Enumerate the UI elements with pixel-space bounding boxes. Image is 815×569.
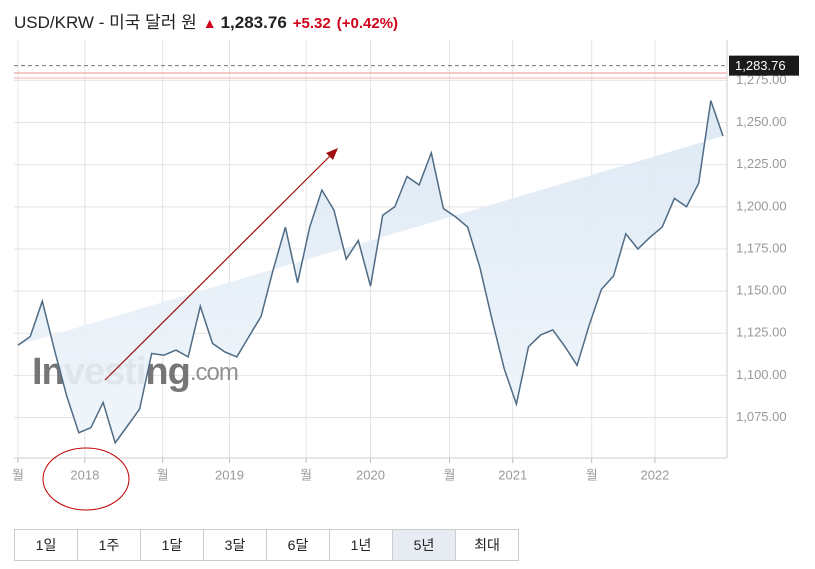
- range-button[interactable]: 최대: [456, 530, 518, 560]
- x-tick-label: 2018: [70, 467, 99, 482]
- annotation-arrowhead: [326, 148, 338, 160]
- range-buttons: 1일 1주 1달 3달 6달 1년 5년 최대: [14, 529, 519, 561]
- y-tick-label: 1,175.00: [736, 240, 787, 255]
- x-tick-label: 월: [157, 467, 169, 482]
- last-price-box: [729, 55, 799, 76]
- x-tick-label: 월: [300, 467, 312, 482]
- x-tick-label: 2020: [356, 467, 385, 482]
- range-button[interactable]: 1주: [78, 530, 141, 560]
- change: +5.32: [292, 15, 331, 32]
- range-button[interactable]: 5년: [393, 530, 456, 560]
- x-tick-label: 2019: [215, 467, 244, 482]
- annotation-arrow: [104, 151, 335, 381]
- up-arrow: ▲: [202, 15, 217, 31]
- range-button[interactable]: 1일: [15, 530, 78, 560]
- range-button[interactable]: 1년: [330, 530, 393, 560]
- line: [17, 100, 724, 445]
- chart: 1,075.00 1,100.00 1,125.00 1,150.00 1,175.00…: [12, 40, 799, 511]
- y-tick-label: 1,150.00: [736, 283, 787, 298]
- area: [18, 100, 723, 443]
- price: 1,283.76: [220, 13, 287, 32]
- x-tick-label: 2022: [640, 467, 669, 482]
- title: USD/KRW - 미국 달러 원: [14, 13, 197, 32]
- annotation-circle: [42, 447, 130, 511]
- header: USD/KRW - 미국 달러 원 ▲ 1,283.76 +5.32 (+0.42%): [14, 8, 398, 33]
- y-tick-label: 1,075.00: [736, 409, 787, 424]
- watermark-suffix: .com: [190, 359, 238, 386]
- x-tick-label: 월: [12, 467, 24, 482]
- range-button[interactable]: 1달: [141, 530, 204, 560]
- y-tick-label: 1,200.00: [736, 198, 787, 213]
- y-tick-label: 1,100.00: [736, 367, 787, 382]
- x-tick-label: 월: [444, 467, 456, 482]
- range-button[interactable]: 3달: [204, 530, 267, 560]
- y-tick-label: 1,250.00: [736, 114, 787, 129]
- change-percent: (+0.42%): [336, 15, 399, 32]
- x-tick-label: 2021: [498, 467, 527, 482]
- last-price-label: 1,283.76: [735, 58, 786, 73]
- x-tick-label: 월: [586, 467, 598, 482]
- y-tick-label: 1,125.00: [736, 325, 787, 340]
- range-button[interactable]: 6달: [267, 530, 330, 560]
- y-tick-label: 1,225.00: [736, 156, 787, 171]
